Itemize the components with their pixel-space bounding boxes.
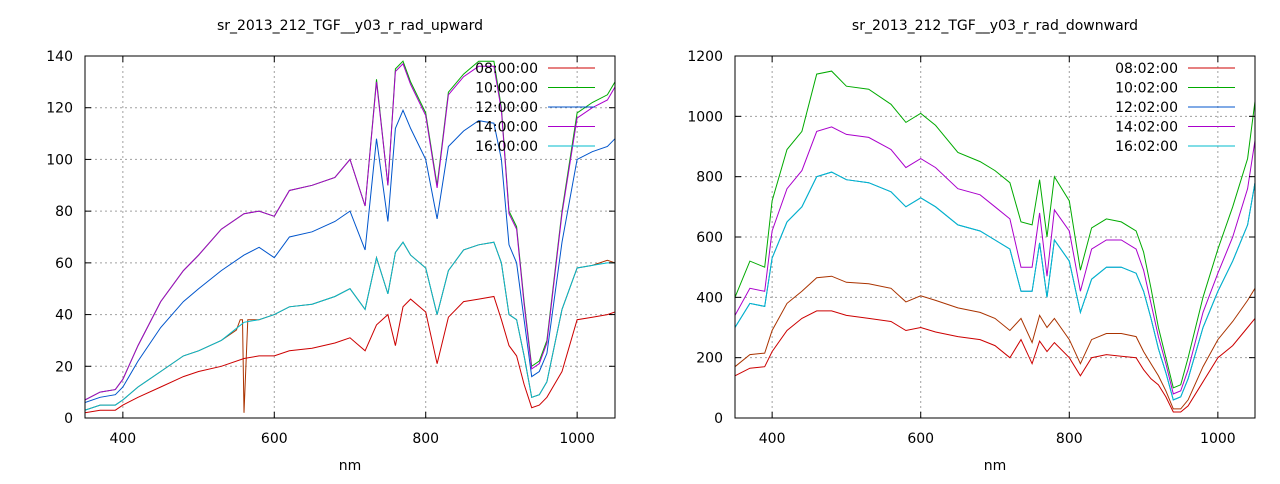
legend-label: 14:00:00 bbox=[475, 120, 538, 136]
y-tick-label: 60 bbox=[55, 256, 73, 272]
plot-area bbox=[85, 60, 615, 414]
series-line-10:02:00 bbox=[735, 70, 1255, 389]
plot-frame bbox=[84, 55, 616, 419]
y-tick-label: 120 bbox=[46, 101, 73, 117]
legend-label: 10:00:00 bbox=[475, 81, 538, 97]
y-tick-label: 20 bbox=[55, 359, 73, 375]
x-axis-label: nm bbox=[984, 458, 1007, 474]
plot-area bbox=[735, 70, 1255, 413]
y-tick-label: 400 bbox=[696, 290, 723, 306]
series-line-08:00:00 bbox=[85, 295, 615, 414]
legend-label: 12:02:00 bbox=[1115, 100, 1178, 116]
x-tick-label: 800 bbox=[412, 431, 439, 447]
legend-label: 08:00:00 bbox=[475, 61, 538, 77]
chart-1: 400 600 800 1000 0 20 40 60 80 100 120 140 sr_2013_2… bbox=[46, 18, 616, 474]
legend-label: 16:00:00 bbox=[475, 139, 538, 155]
y-tick-label: 200 bbox=[696, 351, 723, 367]
y-tick-label: 600 bbox=[696, 230, 723, 246]
legend-label: 08:02:00 bbox=[1115, 61, 1178, 77]
x-tick-label: 600 bbox=[907, 431, 934, 447]
chart-title: sr_2013_212_TGF__y03_r_rad_downward bbox=[852, 18, 1138, 34]
legend-label: 12:00:00 bbox=[475, 100, 538, 116]
y-tick-label: 1200 bbox=[687, 49, 723, 65]
series-line-12:00:00 bbox=[85, 109, 615, 403]
x-tick-label: 600 bbox=[261, 431, 288, 447]
x-tick-label: 400 bbox=[109, 431, 136, 447]
x-tick-label: 800 bbox=[1056, 431, 1083, 447]
y-tick-label: 80 bbox=[55, 204, 73, 220]
chart-2: 400 600 800 1000 0 200 400 600 800 1000 1200 sr_201… bbox=[687, 18, 1256, 474]
x-tick-label: 1000 bbox=[1200, 431, 1236, 447]
series-line-extra-1 bbox=[735, 275, 1255, 410]
legend-label: 14:02:00 bbox=[1115, 120, 1178, 136]
series-line-14:00:00 bbox=[85, 62, 615, 401]
x-tick-label: 1000 bbox=[559, 431, 595, 447]
legend-label: 10:02:00 bbox=[1115, 81, 1178, 97]
series-line-16:02:00 bbox=[735, 171, 1255, 401]
legend-label: 16:02:00 bbox=[1115, 139, 1178, 155]
y-tick-label: 800 bbox=[696, 170, 723, 186]
x-tick-label: 400 bbox=[759, 431, 786, 447]
y-tick-label: 0 bbox=[714, 411, 723, 427]
series-line-extra-1 bbox=[85, 241, 615, 413]
y-tick-label: 1000 bbox=[687, 109, 723, 125]
x-axis-label: nm bbox=[339, 458, 362, 474]
chart-title: sr_2013_212_TGF__y03_r_rad_upward bbox=[217, 18, 483, 34]
y-tick-label: 0 bbox=[64, 411, 73, 427]
series-line-14:02:00 bbox=[735, 126, 1255, 395]
series-line-16:00:00 bbox=[85, 241, 615, 411]
y-tick-label: 140 bbox=[46, 49, 73, 65]
y-tick-label: 40 bbox=[55, 308, 73, 324]
y-tick-label: 100 bbox=[46, 152, 73, 168]
series-line-08:02:00 bbox=[735, 310, 1255, 413]
